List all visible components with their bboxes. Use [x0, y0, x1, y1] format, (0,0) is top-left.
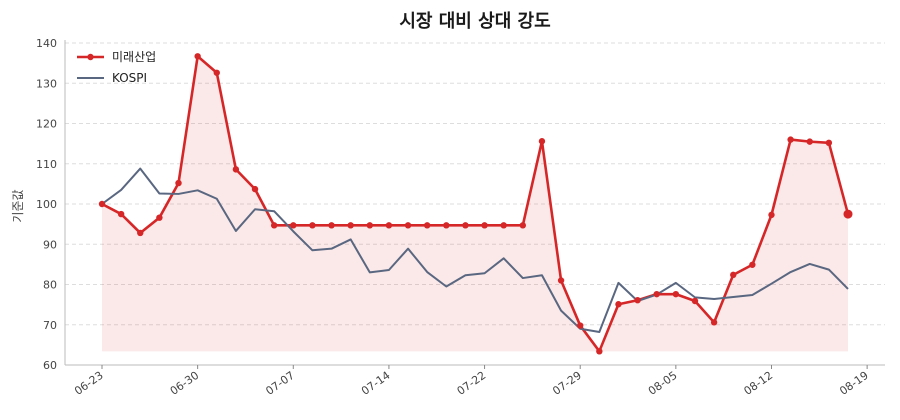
- x-tick-label: 07-07: [263, 369, 297, 398]
- data-point: [309, 222, 316, 229]
- data-point: [710, 319, 718, 326]
- y-tick-label: 110: [36, 158, 57, 171]
- data-point: [825, 139, 833, 147]
- series-area-0: [102, 56, 848, 352]
- data-point: [787, 136, 794, 143]
- chart-title: 시장 대비 상대 강도: [399, 11, 550, 32]
- data-point: [500, 222, 507, 229]
- y-tick-labels: 60 70 80 90 100 110 120 130 140: [36, 37, 57, 372]
- data-point: [98, 200, 106, 208]
- series-area-fill: [102, 56, 848, 352]
- data-point: [615, 301, 622, 308]
- data-point: [270, 222, 278, 229]
- series-lines: [101, 54, 850, 353]
- data-point: [290, 222, 297, 229]
- series-markers: [98, 53, 853, 355]
- data-point: [730, 271, 737, 279]
- data-point: [768, 211, 775, 219]
- data-point: [519, 222, 527, 229]
- data-point: [481, 222, 488, 229]
- data-point: [538, 138, 546, 145]
- series-line-1: [101, 167, 849, 333]
- y-tick-label: 130: [36, 77, 57, 90]
- y-tick-label: 80: [43, 279, 57, 292]
- x-tick-label: 07-14: [359, 369, 393, 398]
- legend: 미래산업 KOSPI: [77, 50, 156, 85]
- legend-marker-0: [87, 53, 94, 61]
- data-point: [175, 179, 182, 187]
- x-tick-label: 06-23: [72, 369, 106, 398]
- data-point: [328, 222, 335, 229]
- y-tick-label: 90: [43, 238, 57, 251]
- data-point: [843, 209, 853, 219]
- data-point: [634, 296, 641, 304]
- x-tick-label: 06-30: [168, 369, 202, 398]
- data-point: [672, 290, 680, 298]
- axes: [64, 40, 885, 369]
- data-point: [653, 290, 660, 298]
- data-point: [462, 222, 469, 229]
- data-point: [232, 166, 240, 173]
- x-tick-label: 08-19: [837, 369, 871, 398]
- data-point: [596, 348, 603, 355]
- data-point: [404, 222, 412, 229]
- x-tick-label: 07-29: [550, 369, 584, 398]
- legend-label-0: 미래산업: [112, 50, 156, 64]
- y-tick-label: 120: [36, 118, 57, 131]
- y-tick-label: 70: [43, 319, 57, 332]
- y-tick-label: 140: [36, 37, 57, 50]
- data-point: [577, 322, 584, 329]
- data-point: [137, 229, 144, 237]
- data-point: [347, 222, 354, 229]
- x-tick-label: 07-22: [455, 369, 489, 398]
- data-point: [156, 214, 163, 221]
- legend-label-1: KOSPI: [112, 71, 147, 85]
- x-tick-label: 08-12: [742, 369, 776, 398]
- y-tick-label: 100: [36, 198, 57, 211]
- y-axis-label: 기준값: [11, 189, 25, 222]
- data-point: [366, 222, 373, 229]
- data-point: [749, 261, 756, 268]
- data-point: [443, 222, 450, 229]
- y-tick-label: 60: [43, 359, 57, 372]
- x-tick-labels: 06-23 06-30 07-07 07-14 07-22 07-29 08-05 08-12…: [72, 369, 871, 398]
- x-tick-label: 08-05: [646, 369, 680, 398]
- data-point: [117, 210, 125, 218]
- data-point: [691, 297, 699, 305]
- data-point: [557, 277, 565, 284]
- data-point: [194, 53, 201, 60]
- grid-lines: [65, 42, 885, 326]
- data-point: [213, 69, 220, 76]
- data-point: [385, 222, 393, 229]
- data-point: [251, 185, 259, 193]
- data-point: [806, 138, 813, 145]
- data-point: [423, 222, 431, 229]
